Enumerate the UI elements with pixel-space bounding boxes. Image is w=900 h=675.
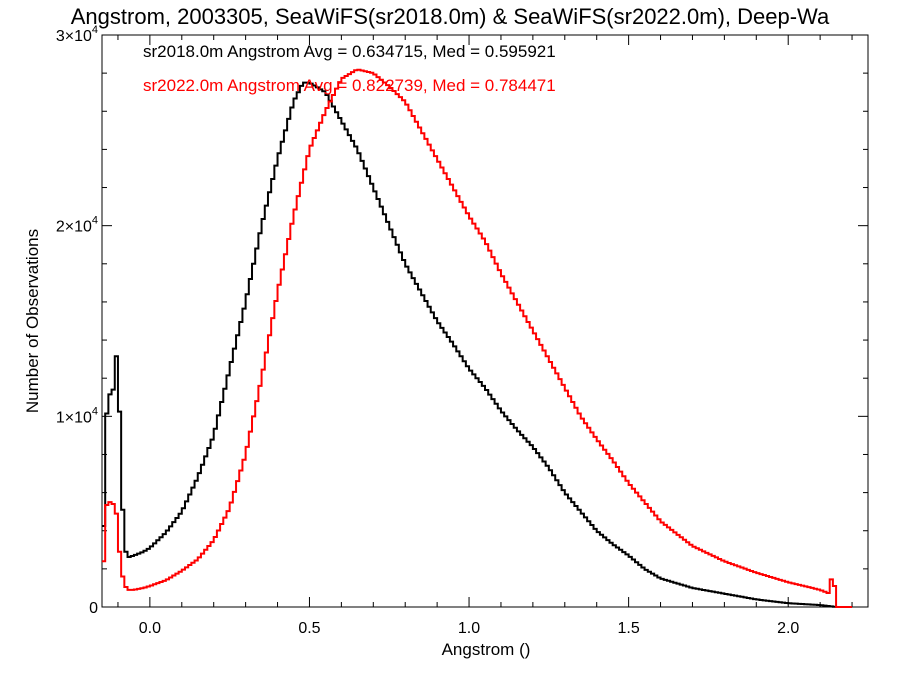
x-tick-label: 0.0 [139,620,161,637]
series-line-sr2022.0m [102,68,853,608]
x-axis-label: Angstrom () [442,640,531,659]
x-tick-label: 0.5 [298,620,320,637]
series-line-sr2018.0m [102,81,853,608]
chart-title: Angstrom, 2003305, SeaWiFS(sr2018.0m) & … [71,4,830,29]
plot-frame [101,34,869,608]
y-tick-label: 1×104 [56,405,98,426]
y-tick-label: 3×104 [56,24,98,45]
x-tick-label: 2.0 [777,620,799,637]
x-tick-label: 1.0 [458,620,480,637]
x-axis: 0.0 0.5 1.0 1.5 2.0 [117,35,853,637]
y-axis: 0 1×104 2×104 3×104 [56,24,868,617]
y-tick-label: 2×104 [56,215,98,236]
series-annotation-sr2022: sr2022.0m Angstrom Avg = 0.822739, Med =… [143,76,556,95]
y-axis-label: Number of Observations [23,229,42,413]
series-annotation-sr2018: sr2018.0m Angstrom Avg = 0.634715, Med =… [143,42,556,61]
series-layer [102,68,853,608]
y-tick-label: 0 [89,600,98,617]
x-tick-label: 1.5 [618,620,640,637]
